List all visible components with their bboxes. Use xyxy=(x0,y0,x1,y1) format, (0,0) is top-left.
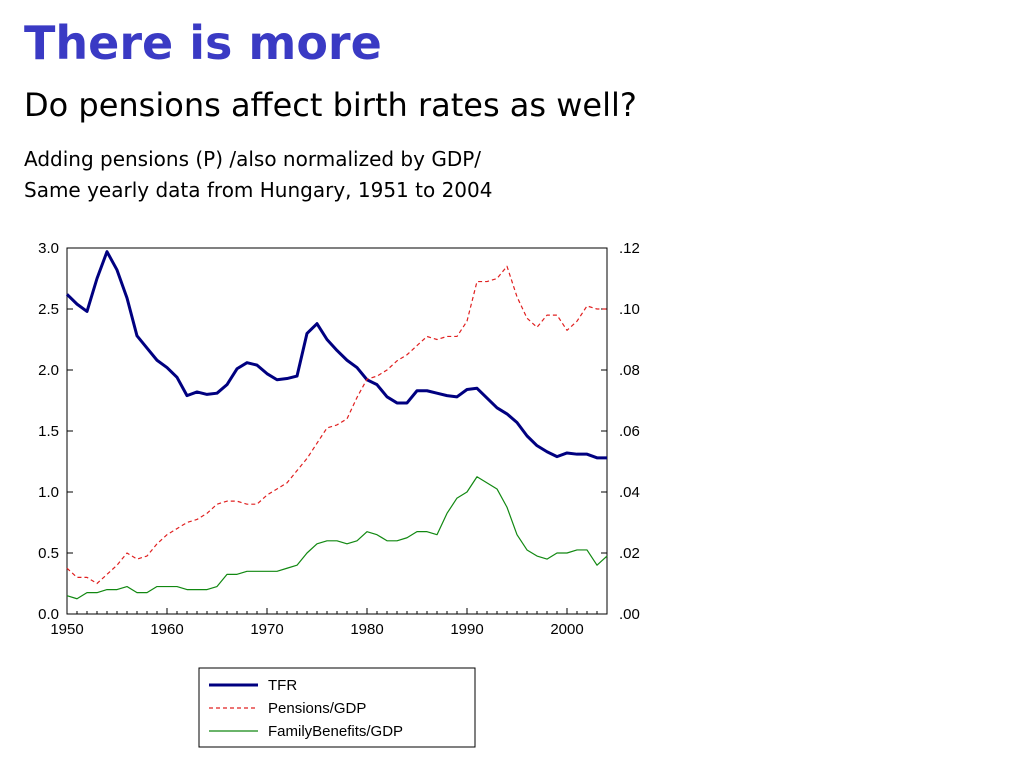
x-axis-ticks xyxy=(66,608,608,614)
legend-label-tfr: TFR xyxy=(268,677,297,694)
left-y-axis-labels: 0.0 0.5 1.0 1.5 2.0 2.5 3.0 xyxy=(38,240,59,623)
series-line-familybenefits-gdp xyxy=(66,476,608,600)
series-line-tfr xyxy=(65,250,607,460)
x-tick-label-1980: 1980 xyxy=(350,621,383,638)
slide-subtitle: Do pensions affect birth rates as well? xyxy=(24,86,637,124)
right-y-tick-label-2: .04 xyxy=(619,484,640,501)
right-y-tick-label-4: .08 xyxy=(619,362,640,379)
note-line-1: Adding pensions (P) /also normalized by … xyxy=(24,147,482,171)
right-y-tick-label-1: .02 xyxy=(619,545,640,562)
left-y-tick-label-2: 1.0 xyxy=(38,484,59,501)
x-tick-label-1960: 1960 xyxy=(150,621,183,638)
x-tick-label-1950: 1950 xyxy=(50,621,83,638)
right-y-tick-label-5: .10 xyxy=(619,301,640,318)
right-y-tick-label-6: .12 xyxy=(619,240,640,257)
series-line-pensions-gdp xyxy=(66,265,607,585)
left-y-axis-ticks xyxy=(67,247,73,615)
right-y-tick-label-0: .00 xyxy=(619,606,640,623)
plot-frame xyxy=(66,247,608,615)
right-y-tick-label-3: .06 xyxy=(619,423,640,440)
left-y-tick-label-5: 2.5 xyxy=(38,301,59,318)
legend: TFR Pensions/GDP FamilyBenefits/GDP xyxy=(198,667,476,748)
right-y-axis-labels: .00 .02 .04 .06 .08 .10 .12 xyxy=(619,240,640,623)
series-lines xyxy=(65,250,608,600)
left-y-tick-label-0: 0.0 xyxy=(38,606,59,623)
legend-label-family-benefits-gdp: FamilyBenefits/GDP xyxy=(268,723,403,740)
left-y-tick-label-3: 1.5 xyxy=(38,423,59,440)
left-y-tick-label-1: 0.5 xyxy=(38,545,59,562)
x-tick-label-1970: 1970 xyxy=(250,621,283,638)
x-tick-label-2000: 2000 xyxy=(550,621,583,638)
note-line-2: Same yearly data from Hungary, 1951 to 2… xyxy=(24,178,493,202)
slide-title: There is more xyxy=(24,16,382,70)
x-axis-labels: 1950 1960 1970 1980 1990 2000 xyxy=(50,621,583,638)
left-y-tick-label-4: 2.0 xyxy=(38,362,59,379)
legend-label-pensions-gdp: Pensions/GDP xyxy=(268,700,366,717)
left-y-tick-label-6: 3.0 xyxy=(38,240,59,257)
x-tick-label-1990: 1990 xyxy=(450,621,483,638)
